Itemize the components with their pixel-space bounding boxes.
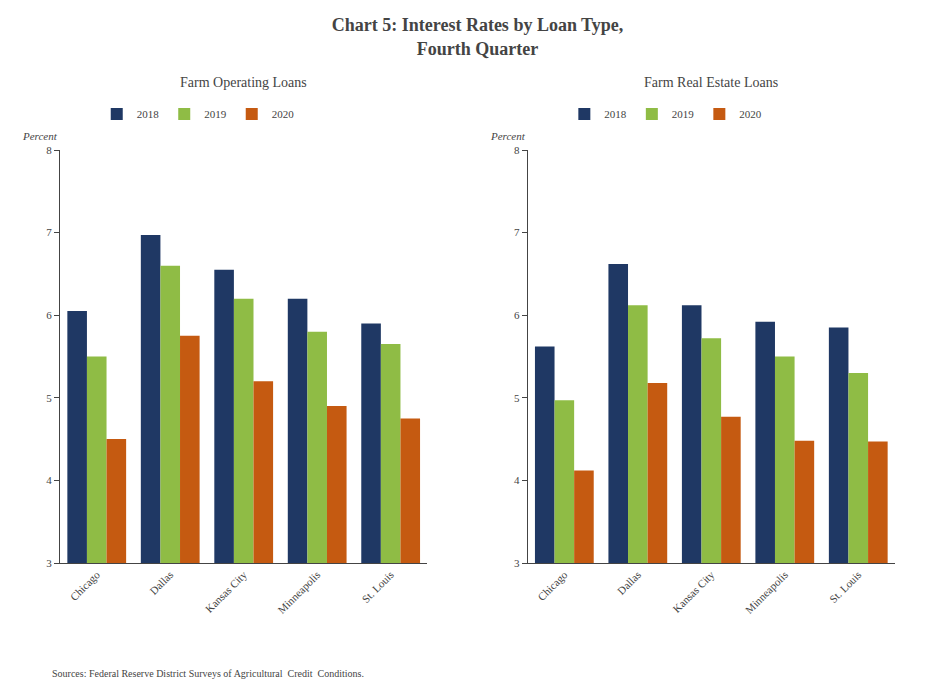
svg-text:Farm Operating Loans: Farm Operating Loans bbox=[180, 75, 307, 90]
svg-text:4: 4 bbox=[46, 474, 52, 486]
svg-text:Farm Real Estate Loans: Farm Real Estate Loans bbox=[644, 75, 778, 90]
svg-text:St. Louis: St. Louis bbox=[359, 569, 396, 606]
svg-text:2020: 2020 bbox=[739, 108, 762, 120]
svg-text:2019: 2019 bbox=[672, 108, 695, 120]
svg-text:2019: 2019 bbox=[204, 108, 227, 120]
svg-text:St. Louis: St. Louis bbox=[827, 569, 864, 606]
svg-text:Minneapolis: Minneapolis bbox=[743, 569, 790, 616]
svg-text:Sources: Federal Reserve Distr: Sources: Federal Reserve District Survey… bbox=[52, 668, 364, 679]
svg-text:Chicago: Chicago bbox=[535, 568, 570, 603]
svg-text:Percent: Percent bbox=[490, 130, 526, 142]
svg-text:Percent: Percent bbox=[22, 130, 58, 142]
svg-text:2020: 2020 bbox=[272, 108, 295, 120]
svg-text:Chicago: Chicago bbox=[68, 568, 103, 603]
svg-text:Kansas City: Kansas City bbox=[203, 568, 250, 615]
svg-text:7: 7 bbox=[46, 226, 52, 238]
svg-text:6: 6 bbox=[46, 309, 52, 321]
svg-text:3: 3 bbox=[514, 557, 520, 569]
svg-text:3: 3 bbox=[46, 557, 52, 569]
svg-text:Kansas City: Kansas City bbox=[670, 568, 717, 615]
svg-text:8: 8 bbox=[514, 144, 520, 156]
svg-text:8: 8 bbox=[46, 144, 52, 156]
svg-text:7: 7 bbox=[514, 226, 520, 238]
svg-text:2018: 2018 bbox=[604, 108, 627, 120]
svg-text:Chart 5: Interest Rates by Loa: Chart 5: Interest Rates by Loan Type,Fou… bbox=[332, 15, 624, 58]
svg-text:5: 5 bbox=[46, 392, 52, 404]
svg-text:6: 6 bbox=[514, 309, 520, 321]
svg-text:5: 5 bbox=[514, 392, 520, 404]
svg-text:4: 4 bbox=[514, 474, 520, 486]
svg-text:Dallas: Dallas bbox=[615, 569, 643, 597]
svg-text:Minneapolis: Minneapolis bbox=[275, 569, 322, 616]
svg-text:Dallas: Dallas bbox=[147, 569, 175, 597]
svg-text:2018: 2018 bbox=[137, 108, 160, 120]
